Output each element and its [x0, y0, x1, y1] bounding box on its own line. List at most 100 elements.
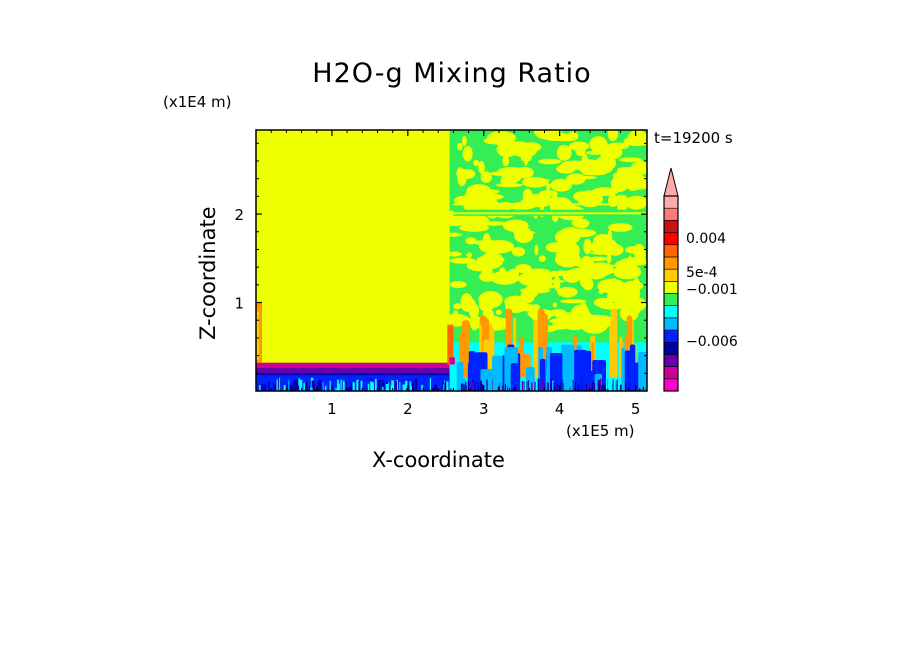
field-region: [473, 159, 480, 167]
field-region: [299, 386, 301, 391]
field-region: [272, 383, 275, 391]
field-region: [459, 223, 490, 232]
colorbar-label: 0.004: [686, 231, 726, 247]
field-region: [256, 130, 450, 365]
field-region: [627, 387, 629, 391]
field-region: [522, 151, 532, 162]
field-region: [593, 383, 596, 391]
field-region: [528, 380, 529, 391]
field-region: [464, 320, 469, 378]
field-region: [546, 382, 549, 391]
field-region: [502, 155, 510, 167]
field-region: [534, 244, 539, 256]
field-region: [453, 303, 462, 310]
field-region: [591, 187, 619, 196]
field-region: [569, 387, 571, 391]
colorbar-segment: [663, 207, 679, 221]
field-region: [556, 144, 572, 161]
field-region: [573, 191, 591, 202]
field-region: [638, 388, 641, 391]
field-region: [612, 379, 614, 391]
field-region: [385, 384, 389, 391]
field-region: [508, 388, 510, 391]
field-region: [598, 383, 601, 391]
field-region: [292, 381, 295, 391]
field-region: [553, 382, 556, 391]
field-region: [568, 141, 590, 151]
field-region: [445, 232, 463, 237]
field-region: [511, 247, 526, 257]
field-region: [478, 160, 485, 174]
field-region: [615, 381, 617, 391]
field-region: [286, 384, 289, 391]
field-region: [442, 382, 444, 391]
field-region: [506, 172, 514, 177]
colorbar-segment: [663, 354, 679, 367]
field-region: [256, 367, 450, 374]
field-region: [434, 384, 437, 391]
field-region: [567, 134, 577, 141]
field-region: [555, 240, 567, 257]
field-region: [317, 382, 319, 391]
field-region: [534, 381, 536, 391]
field-region: [431, 388, 434, 391]
field-region: [519, 287, 551, 294]
field-region: [466, 252, 473, 258]
field-region: [609, 284, 640, 296]
field-region: [303, 383, 305, 391]
field-region: [510, 363, 520, 391]
field-region: [465, 237, 477, 245]
field-region: [563, 382, 565, 391]
field-region: [521, 381, 524, 391]
field-region: [399, 381, 401, 391]
field-region: [514, 386, 516, 391]
field-region: [471, 215, 481, 226]
field-region: [492, 355, 503, 391]
field-region: [495, 202, 514, 211]
field-region: [409, 381, 412, 391]
field-region: [371, 382, 375, 391]
field-region: [314, 384, 316, 391]
field-region: [382, 381, 385, 391]
field-region: [560, 344, 575, 391]
field-region: [588, 262, 614, 277]
colorbar-segment: [663, 305, 679, 319]
field-region: [289, 385, 293, 391]
field-region: [406, 387, 408, 391]
field-region: [560, 299, 587, 304]
field-region: [525, 367, 535, 391]
field-region: [587, 256, 609, 262]
heatmap-field: [256, 130, 647, 391]
time-label: t=19200 s: [654, 129, 733, 147]
field-region: [538, 255, 546, 262]
field-region: [478, 238, 497, 253]
field-region: [504, 295, 528, 308]
field-region: [501, 169, 522, 184]
field-region: [579, 302, 587, 314]
field-region: [538, 158, 562, 165]
field-region: [345, 380, 348, 391]
field-region: [547, 382, 549, 391]
field-region: [607, 223, 633, 232]
field-region: [586, 383, 587, 391]
x-tick-label: 3: [479, 400, 489, 418]
field-region: [606, 252, 612, 264]
field-region: [519, 336, 524, 378]
colorbar-segment: [663, 366, 679, 380]
field-region: [367, 383, 370, 391]
field-region: [411, 384, 414, 391]
field-region: [480, 380, 482, 391]
y-tick-label: 1: [234, 295, 244, 313]
field-region: [586, 259, 591, 264]
field-region: [619, 305, 639, 322]
field-region: [619, 384, 622, 391]
colorbar-segment: [663, 268, 679, 282]
field-region: [453, 203, 647, 206]
field-region: [536, 271, 550, 288]
field-region: [298, 378, 301, 391]
field-region: [599, 145, 623, 160]
field-region: [499, 267, 506, 277]
field-region: [522, 188, 533, 204]
field-region: [619, 157, 643, 163]
field-region: [461, 135, 467, 147]
